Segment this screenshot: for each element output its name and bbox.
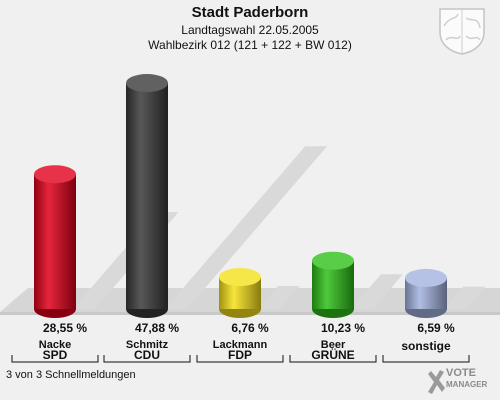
- category-label: SPD: [42, 348, 68, 362]
- chart-subtitle-date: Landtagswahl 22.05.2005: [181, 23, 319, 37]
- bar-shadow: [444, 286, 486, 309]
- value-label: 28,55 %: [43, 321, 87, 335]
- status-text: 3 von 3 Schnellmeldungen: [6, 369, 136, 381]
- category-label: sonstige: [401, 339, 451, 353]
- coat-of-arms-icon: [439, 8, 485, 55]
- value-label: 6,59 %: [417, 321, 455, 335]
- category-bracket: [103, 355, 191, 363]
- bar-fdp: [219, 268, 261, 318]
- vote-manager-logo: VOTE MANAGER: [426, 366, 498, 398]
- value-label: 47,88 %: [135, 321, 179, 335]
- bar-grüne: [312, 251, 354, 318]
- bar-shadow: [165, 146, 328, 309]
- bar-shadow: [351, 274, 403, 309]
- vote-check-icon: [428, 370, 445, 394]
- chart-title: Stadt Paderborn: [191, 4, 309, 21]
- category-bracket: [289, 355, 377, 363]
- logo-line2: MANAGER: [446, 380, 488, 389]
- bar-cdu: [126, 74, 168, 318]
- category-label: CDU: [134, 348, 160, 362]
- candidate-label: Beer: [320, 339, 346, 351]
- logo-line1: VOTE: [446, 367, 476, 379]
- candidate-label: Nacke: [38, 339, 72, 351]
- category-label: FDP: [228, 348, 252, 362]
- value-label: 10,23 %: [321, 321, 365, 335]
- bar-shadow: [258, 286, 300, 309]
- chart-subtitle-district: Wahlbezirk 012 (121 + 122 + BW 012): [148, 38, 352, 52]
- bar-spd: [34, 165, 76, 318]
- category-bracket: [196, 355, 284, 363]
- value-label: 6,76 %: [231, 321, 269, 335]
- category-label: GRÜNE: [311, 348, 355, 362]
- category-bracket: [382, 355, 470, 363]
- category-bracket: [11, 355, 99, 363]
- bar-sonstige: [405, 268, 447, 318]
- candidate-label: Schmitz: [125, 339, 169, 351]
- candidate-label: Lackmann: [212, 339, 268, 351]
